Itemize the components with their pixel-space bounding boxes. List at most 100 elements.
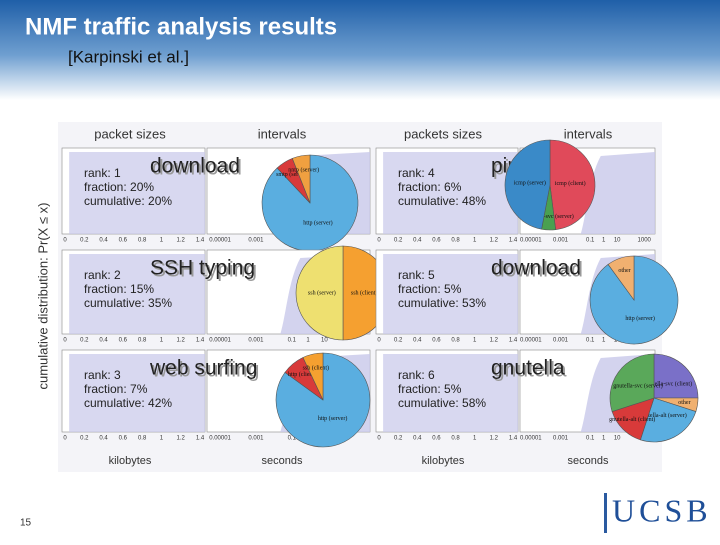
- pie-slice-label: ssh (server): [308, 289, 336, 296]
- pie-slice-label: ssh (client): [303, 364, 330, 371]
- panel-label-shadow: SSH typing: [152, 259, 257, 282]
- panel-rank: rank: 1: [84, 166, 121, 180]
- size-tick-label: 0.6: [432, 338, 441, 344]
- panel-fraction: fraction: 5%: [398, 282, 462, 296]
- size-tick-label: 0.8: [138, 436, 147, 442]
- pie-slice: [609, 353, 655, 412]
- size-tick-label: 1: [160, 338, 164, 344]
- size-tick-label: 1.4: [509, 436, 518, 442]
- size-cdf: [383, 254, 518, 334]
- panel-cumulative: cumulative: 35%: [84, 296, 172, 310]
- interval-tick-label: 10: [614, 238, 621, 244]
- column-header: packets sizes: [404, 126, 483, 141]
- pie-slice-label: gnutella-alt (client): [609, 416, 655, 423]
- panel-label-shadow: download: [493, 259, 583, 282]
- size-tick-label: 0: [377, 338, 381, 344]
- panel-fraction: fraction: 20%: [84, 180, 154, 194]
- interval-tick-label: 0.00001: [520, 436, 542, 442]
- subtitle: [Karpinski et al.]: [68, 47, 189, 66]
- pie-slice: [295, 245, 344, 341]
- size-tick-label: 0: [377, 238, 381, 244]
- size-tick-label: 1: [160, 436, 164, 442]
- interval-tick-label: 1: [602, 238, 606, 244]
- size-tick-label: 0.6: [432, 436, 441, 442]
- panel-label: download: [491, 257, 581, 280]
- pie-slice: [302, 352, 324, 401]
- size-tick-label: 0.6: [119, 436, 128, 442]
- header-band: [0, 0, 720, 100]
- size-tick-label: 0.2: [80, 338, 89, 344]
- size-tick-label: 0.6: [119, 238, 128, 244]
- size-tick-label: 0.2: [394, 436, 403, 442]
- size-tick-label: 1: [473, 436, 477, 442]
- size-tick-label: 0.4: [99, 436, 108, 442]
- pie-slice-label: other: [618, 268, 630, 274]
- pie-slice-label: icmp (client): [555, 180, 586, 187]
- pie-slice-label: gnutella-alt (server): [639, 412, 686, 419]
- x-axis-label: kilobytes: [422, 455, 465, 467]
- panel-label: download: [150, 155, 240, 178]
- logo: UCSB: [612, 492, 712, 528]
- size-tick-label: 1.2: [490, 436, 499, 442]
- pie-slice-label: ssh (client): [351, 289, 378, 296]
- size-tick-label: 1.2: [177, 338, 186, 344]
- interval-tick-label: 0.1: [586, 436, 595, 442]
- interval-tick-label: 0.00001: [209, 238, 231, 244]
- interval-tick-label: 10: [614, 436, 621, 442]
- page-number: 15: [20, 518, 32, 529]
- interval-tick-label: 0.001: [553, 436, 569, 442]
- panel-label: web surfing: [149, 357, 257, 380]
- pie-slice-label: gnutella-svc (client): [644, 380, 692, 387]
- size-cdf: [383, 152, 518, 234]
- size-tick-label: 1.2: [490, 338, 499, 344]
- interval-tick-label: 0.1: [288, 436, 297, 442]
- interval-tick-label: 0.001: [553, 338, 569, 344]
- size-tick-label: 0.4: [413, 338, 422, 344]
- size-cdf: [69, 354, 206, 432]
- interval-tick-label: 1: [602, 436, 606, 442]
- panel-fraction: fraction: 6%: [398, 180, 462, 194]
- size-tick-label: 1.2: [490, 238, 499, 244]
- panel-label-shadow: gnutella: [493, 359, 567, 382]
- size-tick-label: 1: [473, 238, 477, 244]
- size-tick-label: 0.8: [451, 436, 460, 442]
- pie-slice-label: http (client): [288, 371, 316, 378]
- size-tick-label: 1.4: [509, 338, 518, 344]
- interval-tick-label: 0.00001: [209, 436, 231, 442]
- panel-rank: rank: 6: [398, 368, 435, 382]
- size-tick-label: 0.4: [99, 338, 108, 344]
- size-tick-label: 0: [63, 338, 67, 344]
- size-tick-label: 1.4: [196, 436, 205, 442]
- column-header: intervals: [564, 126, 613, 141]
- pie-slice-label: http (server): [318, 415, 348, 422]
- interval-tick-label: 0.1: [586, 238, 595, 244]
- pie-slice-label: smtp (server): [276, 171, 308, 178]
- pie-slice: [607, 255, 635, 301]
- panel-label-shadow: web surfing: [151, 359, 259, 382]
- interval-tick-label: 0.001: [248, 436, 264, 442]
- panel-rank: rank: 2: [84, 268, 121, 282]
- size-cdf: [69, 152, 206, 234]
- size-tick-label: 0.4: [99, 238, 108, 244]
- panel-fraction: fraction: 5%: [398, 382, 462, 396]
- pie-slice-label: http (server): [625, 315, 655, 322]
- size-tick-label: 1.2: [177, 238, 186, 244]
- size-tick-label: 0: [63, 436, 67, 442]
- x-axis-label: seconds: [568, 455, 609, 467]
- size-cdf: [383, 354, 518, 432]
- interval-cdf: [580, 152, 655, 234]
- panel-label: SSH typing: [150, 257, 255, 280]
- pie-slice-label: gnutella-svc (server): [613, 383, 662, 390]
- interval-tick-label: 1: [602, 338, 606, 344]
- interval-tick-label: 0.00001: [520, 238, 542, 244]
- size-tick-label: 0.4: [413, 436, 422, 442]
- size-tick-label: 0.4: [413, 238, 422, 244]
- size-tick-label: 0: [377, 436, 381, 442]
- x-axis-label: seconds: [262, 455, 303, 467]
- size-tick-label: 0.2: [80, 238, 89, 244]
- size-tick-label: 1: [160, 238, 164, 244]
- size-tick-label: 0: [63, 238, 67, 244]
- size-tick-label: 0.6: [119, 338, 128, 344]
- logo-bar: [604, 493, 607, 533]
